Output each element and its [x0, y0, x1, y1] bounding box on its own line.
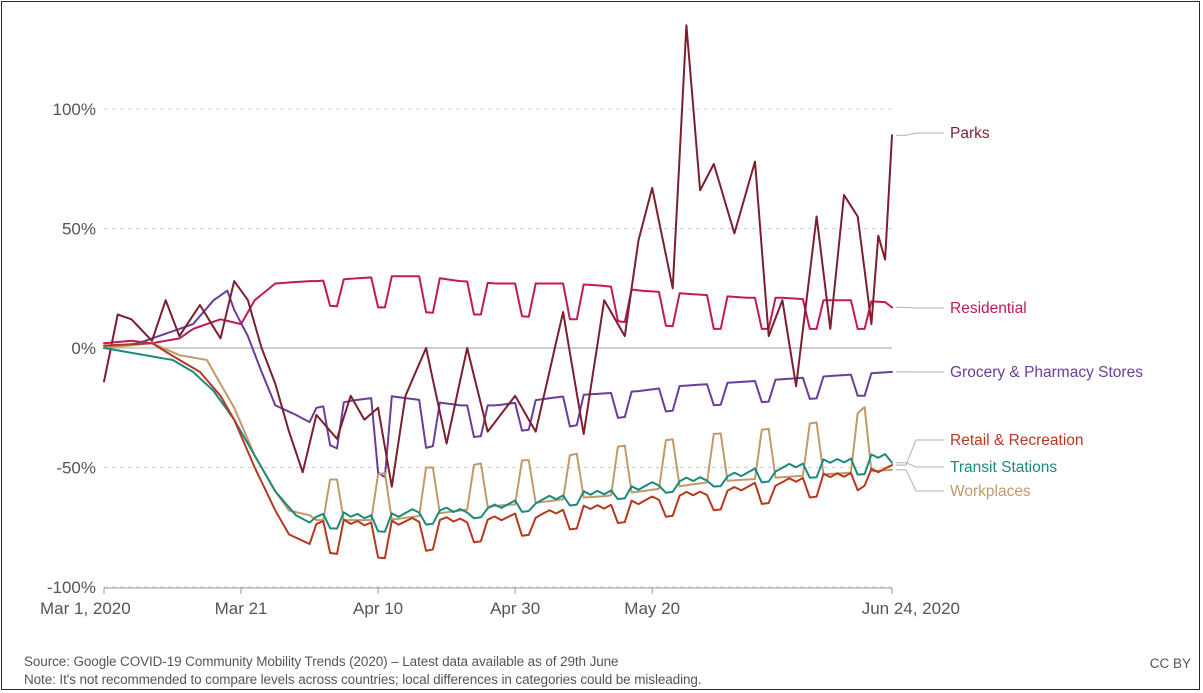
series-label-connector [896, 439, 944, 466]
x-tick-label: Mar 1, 2020 [40, 599, 131, 618]
series-label: Workplaces [950, 483, 1031, 500]
license-link[interactable]: CC BY [1149, 656, 1191, 671]
x-tick-label: Apr 30 [490, 599, 540, 618]
x-tick-label: Apr 10 [353, 599, 403, 618]
y-tick-label: -100% [47, 578, 96, 597]
tick-layer: 100% 50% 0% -50% -100% Mar 1, 2020 Mar 21 Apr 1… [40, 100, 960, 618]
series-line-transit-stations [103, 347, 893, 533]
grid-layer [104, 108, 892, 589]
source-note: Source: Google COVID-19 Community Mobili… [24, 654, 619, 669]
y-tick-label: 100% [53, 100, 96, 119]
series-label-connector [896, 132, 944, 136]
series-label: Retail & Recreation [950, 432, 1084, 449]
series-label-connector [896, 462, 944, 468]
series-label: Grocery & Pharmacy Stores [950, 364, 1143, 381]
y-tick-label: -50% [56, 459, 96, 478]
series-label-connector [896, 469, 944, 492]
series-line-retail-recreation [103, 342, 893, 560]
series-label: Transit Stations [950, 459, 1057, 476]
disclaimer-note: Note: It's not recommended to compare le… [24, 672, 702, 687]
x-tick-label: Mar 21 [215, 599, 268, 618]
series-label-connector [896, 306, 944, 309]
series-layer [103, 24, 893, 560]
series-label: Residential [950, 300, 1027, 317]
series-line-parks [103, 24, 893, 488]
series-line-residential [103, 275, 893, 345]
series-line-workplaces [103, 342, 893, 522]
y-tick-label: 0% [71, 339, 96, 358]
series-label: Parks [950, 125, 990, 142]
y-tick-label: 50% [62, 220, 96, 239]
x-tick-label: Jun 24, 2020 [862, 599, 960, 618]
label-layer: Parks Residential Grocery & Pharmacy Store… [896, 125, 1143, 500]
x-tick-label: May 20 [624, 599, 680, 618]
series-line-grocery-pharmacy-stores [103, 289, 893, 479]
